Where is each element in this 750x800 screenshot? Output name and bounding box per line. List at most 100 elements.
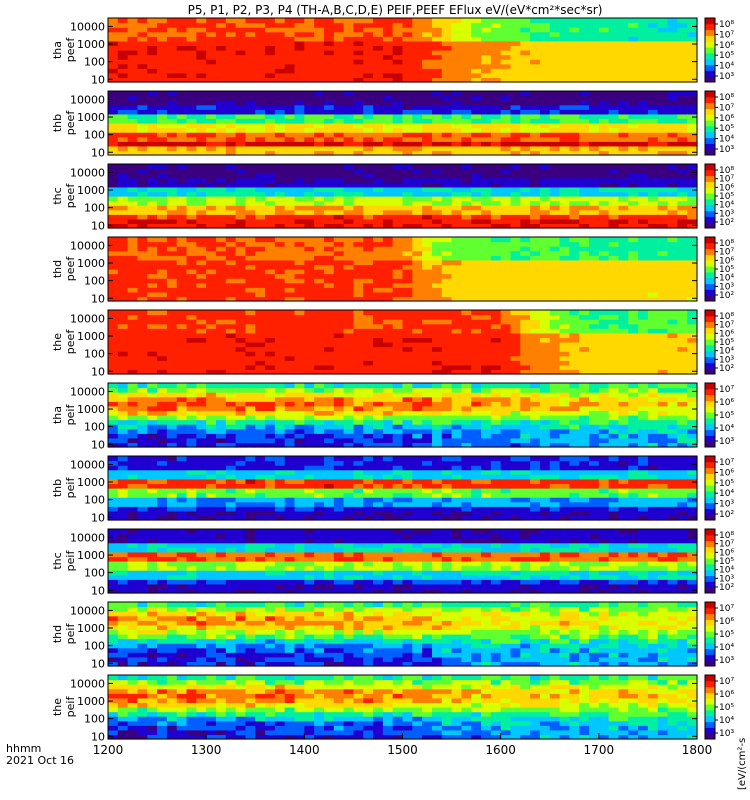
heatmap-cell: [147, 59, 158, 65]
heatmap-cell: [137, 428, 148, 434]
heatmap-cell: [598, 22, 610, 28]
colorbar-segment: [705, 315, 715, 323]
heatmap-cell: [500, 246, 512, 252]
heatmap-cell: [589, 63, 600, 69]
heatmap-cell: [108, 109, 119, 115]
heatmap-cell: [147, 218, 158, 225]
heatmap-cell: [157, 259, 168, 266]
heatmap-cell: [490, 250, 502, 256]
heatmap-cell: [638, 36, 649, 42]
heatmap-cell: [441, 27, 453, 33]
heatmap-cell: [638, 259, 649, 266]
heatmap-cell: [510, 255, 521, 261]
heatmap-cell: [215, 396, 227, 402]
heatmap-cell: [647, 50, 659, 56]
heatmap-cell: [225, 342, 237, 348]
heatmap-cell: [510, 136, 521, 142]
heatmap-cell: [510, 287, 521, 293]
heatmap-cell: [520, 164, 531, 170]
heatmap-cell: [108, 269, 119, 275]
heatmap-cell: [196, 209, 207, 215]
heatmap-cell: [539, 364, 551, 371]
heatmap-cell: [510, 109, 521, 115]
heatmap-cell: [274, 123, 286, 129]
heatmap-cell: [294, 150, 305, 156]
colorbar-segment: [705, 350, 715, 358]
heatmap-cell: [667, 118, 678, 124]
heatmap-cell: [343, 136, 355, 142]
heatmap-cell: [500, 168, 512, 174]
heatmap-cell: [117, 437, 129, 444]
heatmap-cell: [382, 100, 394, 106]
heatmap-cell: [647, 355, 659, 361]
heatmap-cell: [353, 127, 364, 133]
heatmap-cell: [402, 177, 413, 183]
heatmap-cell: [373, 100, 384, 106]
heatmap-cell: [657, 68, 669, 74]
heatmap-cell: [127, 241, 139, 247]
heatmap-cell: [284, 177, 296, 183]
colorbar-frame: [704, 17, 716, 83]
heatmap-cell: [657, 77, 669, 83]
heatmap-cell: [353, 27, 364, 33]
heatmap-cell: [431, 237, 443, 243]
heatmap-cell: [539, 113, 551, 120]
heatmap-cell: [638, 314, 649, 320]
heatmap-cell: [108, 77, 119, 83]
heatmap-cell: [323, 360, 335, 366]
heatmap-cell: [412, 437, 423, 444]
heatmap-cell: [549, 259, 561, 266]
heatmap-cell: [108, 405, 119, 412]
heatmap-cell: [539, 282, 551, 288]
heatmap-cell: [677, 59, 688, 65]
heatmap-cell: [402, 433, 413, 439]
heatmap-cell: [618, 269, 629, 275]
heatmap-cell: [471, 410, 482, 416]
heatmap-cell: [176, 419, 188, 425]
heatmap-cell: [186, 77, 197, 83]
heatmap-cell: [353, 72, 364, 79]
heatmap-cell: [412, 264, 423, 270]
heatmap-cell: [117, 328, 129, 334]
heatmap-cell: [657, 323, 669, 329]
heatmap-cell: [392, 410, 404, 416]
heatmap-cell: [294, 337, 305, 343]
heatmap-cell: [215, 410, 227, 416]
heatmap-cell: [490, 415, 502, 421]
heatmap-cell: [176, 314, 188, 320]
heatmap-cell: [137, 323, 148, 329]
heatmap-cell: [294, 91, 305, 97]
heatmap-cell: [647, 310, 659, 316]
heatmap-cell: [373, 237, 384, 243]
heatmap-cell: [245, 255, 256, 261]
heatmap-cell: [255, 246, 266, 252]
heatmap-cell: [215, 259, 227, 266]
heatmap-cell: [314, 141, 325, 147]
heatmap-cell: [451, 287, 462, 293]
heatmap-cell: [441, 63, 453, 69]
heatmap-cell: [314, 433, 325, 439]
heatmap-cell: [618, 196, 629, 202]
heatmap-cell: [638, 123, 649, 129]
heatmap-cell: [490, 196, 502, 202]
heatmap-cell: [225, 186, 237, 193]
heatmap-cell: [569, 145, 580, 152]
heatmap-cell: [166, 342, 178, 348]
heatmap-cell: [589, 250, 600, 256]
heatmap-cell: [176, 291, 188, 298]
heatmap-cell: [176, 168, 188, 174]
heatmap-cell: [265, 50, 276, 56]
heatmap-cell: [157, 396, 168, 402]
heatmap-cell: [382, 383, 394, 389]
heatmap-cell: [284, 360, 296, 366]
heatmap-cell: [294, 342, 305, 348]
heatmap-cell: [196, 328, 207, 334]
colorbar-segment: [705, 58, 715, 66]
heatmap-cell: [166, 218, 178, 225]
heatmap-cell: [284, 104, 296, 110]
heatmap-cell: [657, 205, 669, 211]
heatmap-cell: [451, 209, 462, 215]
heatmap-cell: [431, 63, 443, 69]
heatmap-cell: [235, 31, 247, 37]
heatmap-cell: [490, 214, 502, 220]
